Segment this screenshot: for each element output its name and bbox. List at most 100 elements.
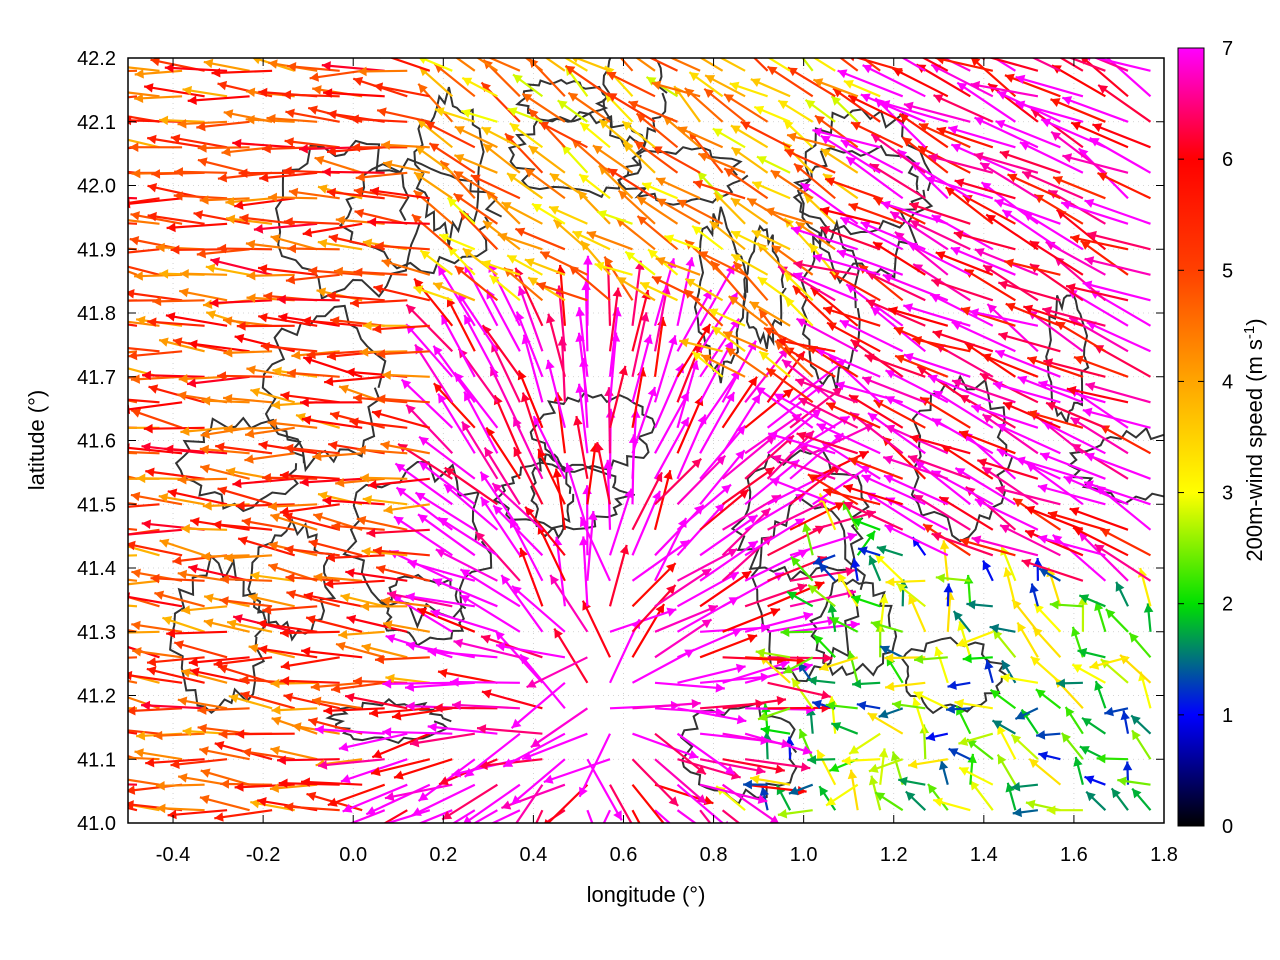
wind-vector [1042,307,1106,327]
wind-vector [631,784,665,823]
wind-vector-head [768,431,778,441]
wind-vector-head [454,126,465,135]
wind-vector-head [557,100,568,110]
wind-vector [1045,401,1106,429]
wind-vector [814,114,859,149]
wind-vector [1081,58,1129,98]
wind-vector-head [316,287,327,297]
wind-vector-head [643,334,653,345]
wind-vector-head [360,473,369,483]
wind-vector [1024,529,1084,557]
wind-vector-head [321,61,331,71]
wind-vector-head [405,701,415,712]
wind-vector-head [211,68,221,78]
wind-vector-head [1003,401,1014,411]
wind-vector-head [951,143,962,153]
wind-vector [676,732,736,776]
wind-vector-head [983,265,994,274]
wind-vector-head [850,339,861,349]
wind-vector-head [866,530,875,541]
wind-vector [232,141,295,149]
wind-vector-head [223,424,233,434]
wind-vector [848,203,904,225]
wind-vector-head [259,172,269,183]
wind-vector-head [955,468,966,477]
wind-vector-head [1029,758,1039,769]
wind-vector-head [564,462,574,473]
wind-vector [485,426,521,480]
wind-vector [1039,452,1106,480]
wind-vector-head [151,169,161,179]
wind-vector-head [579,536,589,546]
wind-vector-head [278,312,288,323]
wind-vector [371,732,431,759]
wind-vector-head [549,173,560,183]
contour-line [796,108,934,285]
wind-vector-head [692,225,703,236]
wind-vector [128,645,160,659]
wind-vector [128,595,183,608]
wind-vector-head [1038,751,1048,761]
wind-vector-head [130,374,140,384]
wind-vector [870,133,926,174]
wind-vector [606,92,656,123]
wind-vector [812,129,881,149]
wind-vector-head [1002,210,1013,219]
wind-vector-head [816,348,826,357]
wind-vector-head [258,87,268,98]
wind-vector-head [326,552,335,563]
wind-vector-head [369,186,380,197]
wind-vector-head [322,167,331,177]
wind-vector [128,729,160,735]
wind-vector-head [130,491,141,502]
wind-vector-head [507,173,517,183]
wind-vector-head [521,392,531,403]
wind-vector [331,524,385,531]
wind-vector-head [206,310,216,320]
wind-vector-head [784,347,795,357]
wind-vector-head [899,113,910,123]
wind-vector-head [540,251,551,260]
wind-vector-head [147,211,157,222]
wind-vector [394,462,453,506]
wind-vector-head [931,532,942,542]
wind-vector [514,267,544,327]
wind-vector-head [346,614,357,624]
wind-vector-head [736,714,747,725]
wind-vectors [128,58,1154,823]
wind-vector-head [697,171,708,182]
wind-vector-head [831,96,842,106]
wind-vector [721,434,777,480]
wind-vector [170,136,228,149]
wind-vector-head [338,629,348,640]
wind-vector-head [910,220,921,229]
wind-vector [822,488,881,506]
wind-vector-head [433,282,444,291]
wind-vector [166,630,228,635]
wind-vector-head [529,108,539,119]
wind-vector-head [747,340,756,351]
wind-vector [740,120,791,149]
wind-vector [609,784,633,823]
wind-vector-head [373,82,384,92]
wind-vector [579,516,611,582]
wind-vector-head [451,768,462,778]
wind-vector [128,197,183,206]
wind-vector [860,93,926,123]
wind-vector [210,258,273,276]
wind-vector [887,307,949,327]
wind-vector-head [407,559,418,569]
wind-vector-head [217,173,228,183]
wind-vector [1047,511,1106,531]
wind-vector-head [449,677,459,687]
wind-vector [882,273,949,302]
wind-vector-head [724,765,735,775]
wind-vector [631,539,691,582]
wind-vector-head [993,629,1003,640]
wind-vector [884,524,949,557]
wind-vector [165,314,228,327]
wind-vector-head [136,730,146,741]
wind-vector-head [233,614,243,624]
wind-vector-head [652,276,662,285]
wind-vector-head [1002,660,1011,671]
